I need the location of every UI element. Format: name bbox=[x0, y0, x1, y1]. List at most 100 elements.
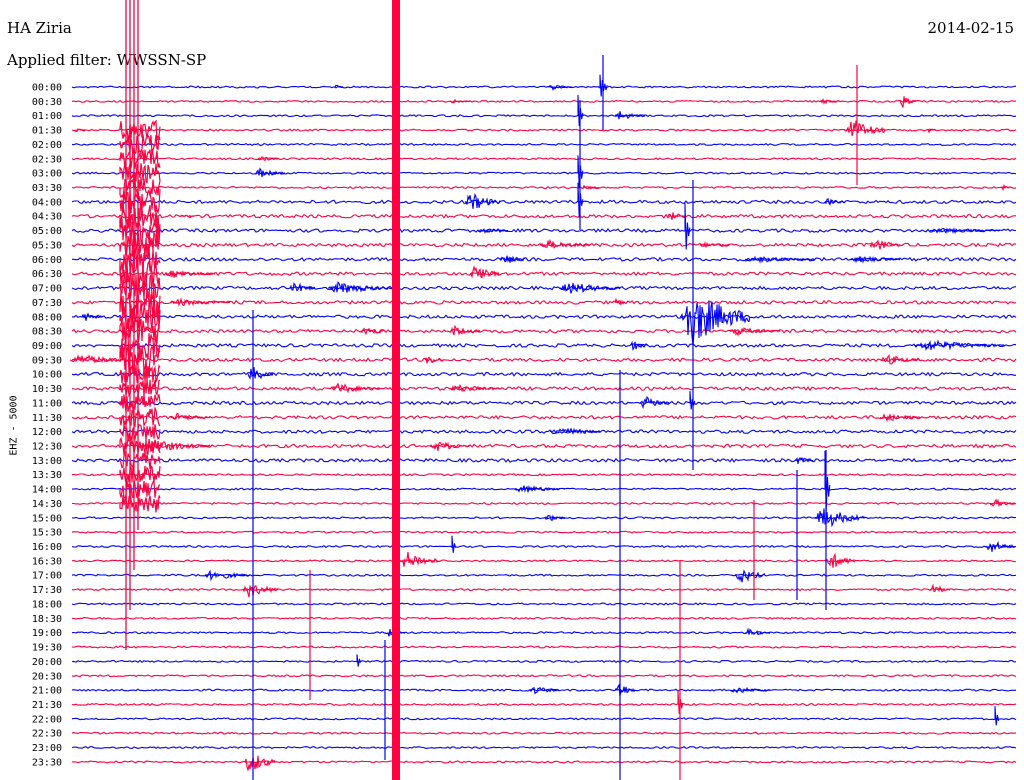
tick-label-0500: 05:00 bbox=[32, 226, 62, 237]
event-21 bbox=[684, 203, 691, 250]
tick-label-1230: 12:30 bbox=[32, 442, 62, 453]
trace-2330 bbox=[72, 760, 1017, 764]
tick-label-1930: 19:30 bbox=[32, 643, 62, 654]
time-labels: 00:00 00:30 01:00 01:30 02:00 02:30 03:00 03:30… bbox=[32, 83, 62, 769]
tick-label-1500: 15:00 bbox=[32, 513, 62, 524]
event-78 bbox=[994, 706, 1000, 726]
trace-0000 bbox=[71, 85, 1017, 89]
tick-label-1830: 18:30 bbox=[32, 614, 62, 625]
event-39 bbox=[359, 327, 386, 336]
event-74 bbox=[614, 683, 636, 697]
event-54 bbox=[549, 427, 601, 436]
event-31 bbox=[164, 270, 216, 278]
event-52 bbox=[169, 412, 211, 421]
event-24 bbox=[539, 238, 591, 249]
trace-1400 bbox=[72, 487, 1017, 491]
event-62 bbox=[544, 514, 566, 522]
tick-label-0600: 06:00 bbox=[32, 255, 62, 266]
event-19 bbox=[667, 212, 687, 220]
event-51 bbox=[689, 390, 696, 410]
tick-label-1030: 10:30 bbox=[32, 384, 62, 395]
event-66 bbox=[399, 551, 441, 567]
traces bbox=[71, 85, 1017, 764]
event-22 bbox=[929, 227, 1001, 235]
trace-2200 bbox=[71, 717, 1017, 721]
event-26 bbox=[869, 239, 901, 250]
event-20 bbox=[179, 214, 195, 218]
event-63 bbox=[984, 540, 1016, 552]
event-36 bbox=[169, 297, 231, 308]
tick-label-0200: 02:00 bbox=[32, 140, 62, 151]
trace-0930 bbox=[71, 357, 1017, 363]
event-57 bbox=[794, 456, 814, 464]
trace-0200 bbox=[71, 142, 1017, 146]
event-68 bbox=[734, 569, 766, 583]
tick-label-2030: 20:30 bbox=[32, 671, 62, 682]
tick-label-2330: 23:30 bbox=[32, 757, 62, 768]
tick-label-0000: 00:00 bbox=[32, 83, 62, 94]
trace-0100 bbox=[71, 114, 1017, 118]
event-41 bbox=[729, 327, 781, 337]
event-4 bbox=[819, 97, 841, 105]
trace-0630 bbox=[71, 271, 1017, 277]
event-70 bbox=[929, 583, 951, 593]
tick-label-0830: 08:30 bbox=[32, 327, 62, 338]
event-75 bbox=[529, 686, 561, 695]
trace-0300 bbox=[71, 171, 1017, 175]
tick-label-2100: 21:00 bbox=[32, 686, 62, 697]
trace-0700 bbox=[71, 285, 1017, 291]
event-11 bbox=[257, 156, 279, 162]
event-27 bbox=[499, 255, 526, 263]
trace-0500 bbox=[71, 228, 1016, 234]
event-25 bbox=[699, 241, 731, 248]
tick-label-0630: 06:30 bbox=[32, 269, 62, 280]
trace-1200 bbox=[71, 429, 1017, 435]
record-date: 2014-02-15 bbox=[927, 19, 1014, 37]
tick-label-1430: 14:30 bbox=[32, 499, 62, 510]
trace-0900 bbox=[71, 343, 1017, 348]
event-40 bbox=[449, 324, 481, 336]
trace-0530 bbox=[71, 242, 1017, 248]
trace-2000 bbox=[71, 659, 1017, 664]
trace-0800 bbox=[71, 314, 1017, 320]
event-15 bbox=[579, 184, 601, 190]
trace-2300 bbox=[71, 746, 1017, 750]
event-37 bbox=[81, 312, 103, 321]
event-64 bbox=[451, 535, 457, 553]
tick-label-1000: 10:00 bbox=[32, 370, 62, 381]
tick-label-1600: 16:00 bbox=[32, 542, 62, 553]
trace-0130 bbox=[71, 128, 1017, 132]
tick-label-0730: 07:30 bbox=[32, 298, 62, 309]
event-61 bbox=[814, 508, 866, 528]
event-79 bbox=[244, 755, 276, 771]
event-45 bbox=[424, 356, 444, 364]
tick-label-2000: 20:00 bbox=[32, 657, 62, 668]
event-60 bbox=[989, 498, 1016, 508]
tick-label-0100: 01:00 bbox=[32, 111, 62, 122]
event-5 bbox=[449, 98, 471, 104]
tick-label-1900: 19:00 bbox=[32, 628, 62, 639]
tick-label-0230: 02:30 bbox=[32, 154, 62, 165]
event-50 bbox=[639, 395, 671, 410]
tick-label-0530: 05:30 bbox=[32, 240, 62, 251]
trace-1830 bbox=[71, 616, 1017, 620]
event-34 bbox=[559, 283, 621, 294]
trace-1230 bbox=[71, 443, 1017, 449]
tick-label-0700: 07:00 bbox=[32, 284, 62, 295]
trace-0030 bbox=[71, 99, 1016, 103]
trace-1300 bbox=[71, 457, 1017, 463]
events bbox=[69, 0, 1016, 780]
trace-1030 bbox=[71, 386, 1017, 392]
event-48 bbox=[329, 382, 381, 394]
tick-label-1700: 17:00 bbox=[32, 571, 62, 582]
trace-2130 bbox=[71, 702, 1017, 707]
tick-label-1730: 17:30 bbox=[32, 585, 62, 596]
tick-label-0900: 09:00 bbox=[32, 341, 62, 352]
tick-label-0430: 04:30 bbox=[32, 212, 62, 223]
event-59 bbox=[824, 450, 831, 512]
event-65 bbox=[824, 552, 856, 568]
trace-1900 bbox=[71, 631, 1017, 635]
event-1 bbox=[547, 84, 573, 91]
event-9 bbox=[74, 128, 86, 133]
